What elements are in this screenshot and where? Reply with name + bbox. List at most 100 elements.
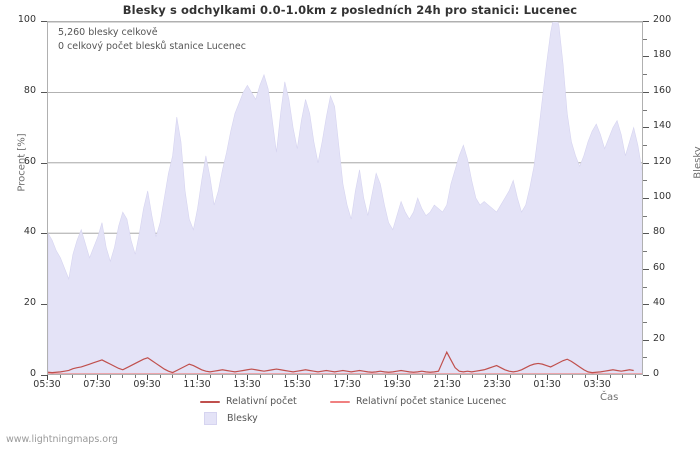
x-tickmark-minor [409,375,411,378]
y-tick-right-140: 140 [653,120,672,132]
x-tickmark [297,375,299,380]
x-tick-label-1130: 11:30 [183,379,211,390]
watermark: www.lightningmaps.org [6,434,118,445]
y-tickmark-right [643,21,649,22]
y-tickmark-right [643,198,649,199]
line-series-relative [48,352,634,372]
y-tickmark-right-minor [643,251,647,253]
x-tickmark-minor [634,375,636,378]
x-tick-label-0530: 05:30 [33,379,61,390]
x-tickmark-minor [134,375,136,378]
x-tickmark-minor [484,375,486,378]
legend-item-blesky: Blesky [200,412,258,425]
x-tickmark-minor [422,375,424,378]
y-tick-left-20: 20 [23,297,36,309]
y-tick-right-40: 40 [653,297,666,309]
x-tickmark-minor [459,375,461,378]
y-tickmark-right [643,91,649,93]
y-tickmark-right [643,304,649,306]
x-tickmark [347,375,349,380]
x-tickmark [597,375,599,380]
y-tick-left-60: 60 [23,155,36,167]
y-tick-right-20: 20 [653,332,666,344]
plot-canvas [48,22,642,374]
y-tick-right-0: 0 [653,368,660,379]
y-tickmark-left [41,304,47,306]
annotation-total-strokes: 5,260 blesky celkově [58,27,158,38]
y-tick-right-200: 200 [653,14,672,25]
y-tickmark-left [41,375,47,376]
x-tickmark-minor [522,375,524,378]
annotation-station-strokes: 0 celkový počet blesků stanice Lucenec [58,41,246,52]
x-tick-label-0930: 09:30 [133,379,161,390]
x-tickmark-minor [309,375,311,378]
x-tickmark [47,375,48,380]
y-tickmark-right-minor [643,321,647,323]
x-tickmark-minor [584,375,586,378]
x-tickmark-minor [209,375,211,378]
x-tickmark [97,375,98,380]
legend-line-swatch-relative [200,400,220,403]
x-tickmark [147,375,149,380]
x-tickmark [197,375,199,380]
x-tickmark-minor [334,375,336,378]
x-tickmark-minor [609,375,611,378]
y-tickmark-right [643,375,649,376]
y-tickmark-right [643,268,649,270]
y-tickmark-right [643,339,649,341]
x-tick-label-1930: 19:30 [383,379,411,390]
legend-label-blesky: Blesky [227,413,258,424]
y-tickmark-left [41,91,47,93]
x-tickmark-minor [534,375,536,378]
x-axis-label: Čas [600,392,619,403]
x-tickmark-minor [184,375,186,378]
x-tick-label-1730: 17:30 [333,379,361,390]
y-tickmark-right [643,56,649,58]
y-tickmark-right-minor [643,286,647,288]
x-tickmark-minor [234,375,236,378]
y-tick-left-80: 80 [23,84,36,96]
y-tick-right-80: 80 [653,226,666,238]
y-tickmark-right [643,162,649,164]
y-tickmark-right [643,233,649,235]
x-tickmark-minor [259,375,261,378]
y-tickmark-left [41,21,47,22]
x-tickmark-minor [509,375,511,378]
y-tick-left-0: 0 [29,368,36,379]
x-tick-label-2130: 21:30 [433,379,461,390]
y-tickmark-left [41,233,47,235]
x-tickmark-minor [384,375,386,378]
x-tickmark-minor [122,375,124,378]
x-tickmark [447,375,449,380]
legend-line-swatch-station [330,400,350,403]
x-tickmark-minor [559,375,561,378]
x-tickmark-minor [472,375,474,378]
x-tick-label-0330: 03:30 [583,379,611,390]
x-tick-label-0730: 07:30 [83,379,111,390]
plot-area [47,21,643,375]
y-tickmark-right-minor [643,109,647,111]
x-tickmark-minor [222,375,224,378]
y-tickmark-right-minor [643,38,647,40]
y-axis-right-label: Blesky [692,146,700,179]
y-tick-right-100: 100 [653,191,672,202]
y-tickmark-right-minor [643,74,647,76]
x-tickmark-minor [72,375,73,378]
y-tickmark-right-minor [643,180,647,182]
legend-label-relative: Relativní počet [226,396,297,407]
y-tick-left-40: 40 [23,226,36,238]
y-tickmark-right-minor [643,357,647,359]
y-tickmark-right [643,127,649,129]
x-tickmark-minor [359,375,361,378]
x-tick-label-0130: 01:30 [533,379,561,390]
y-tick-right-160: 160 [653,84,672,96]
x-tick-label-1530: 15:30 [283,379,311,390]
y-tickmark-right-minor [643,215,647,217]
x-tickmark-minor [59,375,61,378]
y-tickmark-left [41,162,47,164]
y-tick-right-180: 180 [653,49,672,61]
x-tickmark [397,375,399,380]
y-tick-left-100: 100 [17,14,36,25]
x-tickmark-minor [622,375,624,378]
